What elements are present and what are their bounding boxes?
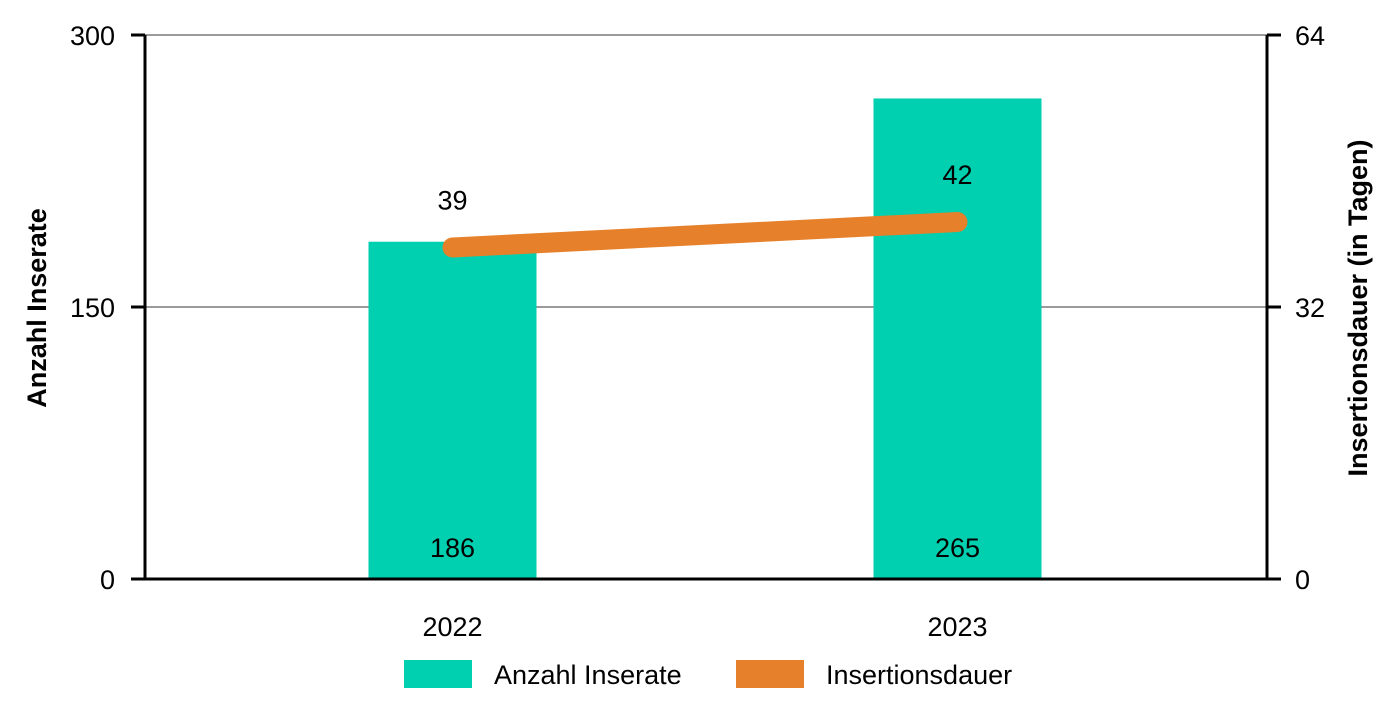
line-value-label: 42 xyxy=(942,160,972,190)
bar-value-label: 186 xyxy=(430,533,475,563)
line-point-2023 xyxy=(956,221,959,223)
y-left-tick-label: 150 xyxy=(70,293,115,323)
bar-2022 xyxy=(368,241,537,579)
line-insertionsdauer xyxy=(442,212,968,258)
x-tick-label: 2023 xyxy=(927,612,987,642)
y-right-tick-label: 0 xyxy=(1295,565,1310,595)
bar-value-label: 265 xyxy=(935,533,980,563)
y-left-tick-label: 300 xyxy=(70,21,115,51)
axes xyxy=(131,33,1281,581)
gridlines xyxy=(145,34,1267,308)
line-point-2022 xyxy=(451,246,454,249)
x-tick-label: 2022 xyxy=(422,612,482,642)
bar-series xyxy=(368,98,1042,579)
y-left-tick-label: 0 xyxy=(100,565,115,595)
data-labels: 186 265 39 42 xyxy=(430,160,980,563)
y-right-tick-label: 64 xyxy=(1295,21,1325,51)
legend-label-line: Insertionsdauer xyxy=(826,660,1012,690)
line-series xyxy=(442,212,968,258)
y-left-axis-title: Anzahl Inserate xyxy=(22,208,52,408)
y-right-tick-label: 32 xyxy=(1295,293,1325,323)
line-value-label: 39 xyxy=(437,186,467,216)
y-right-axis-title: Insertionsdauer (in Tagen) xyxy=(1343,139,1373,476)
legend-swatch-bar xyxy=(404,660,472,688)
legend: Anzahl Inserate Insertionsdauer xyxy=(404,660,1012,690)
bar-2023 xyxy=(873,98,1042,579)
legend-swatch-line xyxy=(736,660,804,688)
legend-label-bar: Anzahl Inserate xyxy=(494,660,682,690)
tick-labels: 0 150 300 0 32 64 2022 2023 xyxy=(70,21,1325,642)
